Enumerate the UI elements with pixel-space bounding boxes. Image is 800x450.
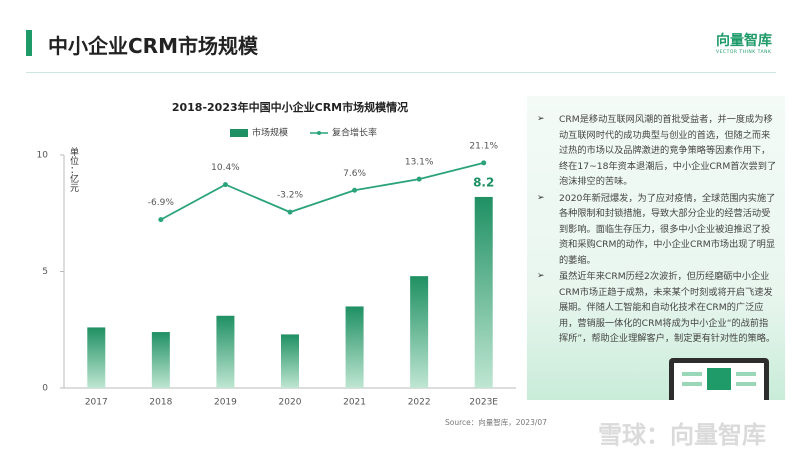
watermark: 雪球：向量智库 [598,421,766,449]
point-label: 21.1% [469,141,498,151]
y-axis-label: 单位：亿元 [70,146,79,194]
line-point [287,209,293,215]
bar-value-label: 8.2 [473,175,494,189]
ui-block [736,382,756,386]
bar [345,306,364,388]
y-tick-label: 10 [37,151,49,161]
line-point [222,182,228,188]
line [160,162,484,221]
accent [26,30,32,56]
line-point [352,187,358,193]
point-label: 10.4% [211,163,240,173]
line-point [481,160,487,166]
legend-swatch [317,131,321,135]
x-tick-label: 2017 [85,398,108,408]
x-tick-label: 2021 [343,398,366,408]
y-label-char: 元 [70,184,79,194]
source: Source：向量智库，2023/07 [445,418,547,427]
logo: 向量智库 [716,33,772,49]
y-label-char: ： [70,166,79,176]
point-label: -6.9% [148,198,175,208]
point-label: 7.6% [343,169,366,179]
ui-block [707,368,731,390]
divider [26,72,776,73]
page-title: 中小企业CRM市场规模 [48,34,258,58]
laptop-illustration [669,358,769,400]
chart-title: 2018-2023年中国中小企业CRM市场规模情况 [172,100,408,114]
bar [281,334,299,388]
point-label: -3.2% [277,191,304,201]
bullet: 虽然近年来CRM历经2次波折，但历经磨砺中小企业CRM市场正趋于成熟，未来某个时… [537,269,777,347]
bullet: CRM是移动互联网风潮的首批受益者，并一度成为移动互联网时代的成功典型与创业的首… [537,112,777,190]
y-label-char: 单 [70,146,79,158]
bullet: 2020年新冠爆发，为了应对疫情，全球范围内实施了各种限制和封锁措施，导致大部分… [537,191,777,269]
line-point [158,217,164,223]
bar [87,327,106,388]
point-label: 13.1% [405,158,434,168]
x-tick-label: 2018 [149,398,172,408]
bar [410,276,429,388]
x-tick-label: 2023E [469,398,498,408]
ui-block [682,372,702,376]
line-point [416,176,422,182]
legend-label: 市场规模 [252,127,288,139]
legend-swatch [230,129,248,137]
y-tick-label: 5 [42,267,48,277]
x-tick-label: 2019 [214,398,237,408]
logo-subtitle: VECTOR THINK TANK [716,50,772,55]
legend-label: 复合增长率 [332,127,377,139]
bullet-list: CRM是移动互联网风潮的首批受益者，并一度成为移动互联网时代的成功典型与创业的首… [537,112,777,348]
bar [216,315,235,388]
bar [474,196,493,388]
y-label-char: 位 [70,155,79,167]
y-label-char: 亿 [70,173,79,185]
bar [151,332,170,388]
x-tick-label: 2020 [279,398,302,408]
ui-block [682,382,702,386]
x-tick-label: 2022 [408,398,431,408]
y-tick-label: 0 [42,384,48,394]
ui-block [736,372,756,376]
